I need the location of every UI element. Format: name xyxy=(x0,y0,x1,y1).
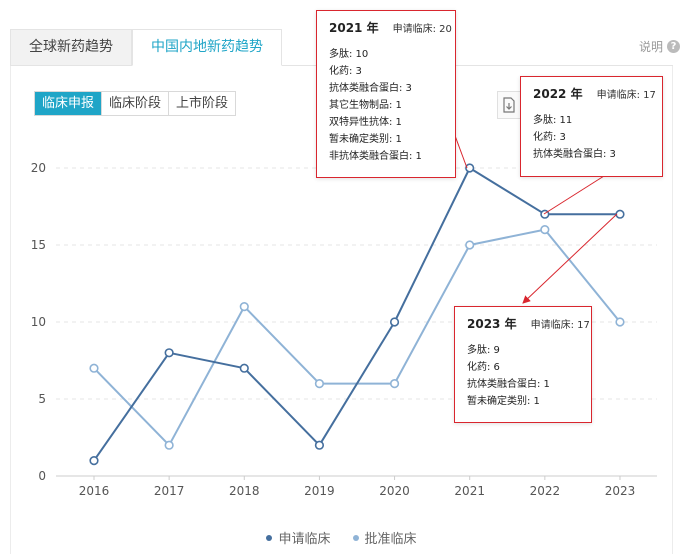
data-point-series-1 xyxy=(314,440,325,450)
annotation-row: 暂未确定类别: 1 xyxy=(329,134,402,145)
data-point-series-1 xyxy=(239,363,249,373)
data-point-series-2 xyxy=(389,379,400,389)
data-point-series-1 xyxy=(389,317,400,327)
data-point-series-2 xyxy=(314,379,325,389)
question-icon: ? xyxy=(667,40,680,53)
annotation-row: 非抗体类融合蛋白: 1 xyxy=(329,151,422,162)
x-tick-label: 2019 xyxy=(304,484,335,498)
annotation-2022: 2022 年 申请临床: 17 多肽: 11 化药: 3 抗体类融合蛋白: 3 xyxy=(520,76,663,177)
y-tick-label: 20 xyxy=(31,161,46,175)
download-button[interactable] xyxy=(497,91,521,119)
legend-item-series-2[interactable]: 批准临床 xyxy=(352,528,417,547)
help-link[interactable]: 说明 ? xyxy=(639,38,680,55)
annotation-2021: 2021 年 申请临床: 20 多肽: 10 化药: 3 抗体类融合蛋白: 3 … xyxy=(316,10,456,178)
annotation-row: 抗体类融合蛋白: 3 xyxy=(533,149,616,160)
series-line-1 xyxy=(93,167,620,462)
stage-clinical-application-button[interactable]: 临床申报 xyxy=(35,92,103,115)
stage-clinical-phase-button[interactable]: 临床阶段 xyxy=(102,92,170,115)
x-tick-label: 2017 xyxy=(154,484,185,498)
data-point-series-2 xyxy=(164,440,174,450)
document-download-icon xyxy=(503,97,515,113)
y-tick-label: 0 xyxy=(38,469,46,483)
annotation-row: 多肽: 9 xyxy=(467,345,500,356)
x-tick-label: 2020 xyxy=(379,484,410,498)
annotation-row: 其它生物制品: 1 xyxy=(329,100,402,111)
annotation-year: 2021 年 xyxy=(329,21,379,35)
annotation-row: 双特异性抗体: 1 xyxy=(329,117,402,128)
annotation-summary: 申请临床: 17 xyxy=(596,90,656,101)
x-tick-label: 2016 xyxy=(79,484,110,498)
annotation-row: 多肽: 10 xyxy=(329,49,369,60)
y-tick-label: 10 xyxy=(31,315,46,329)
legend-label: 批准临床 xyxy=(364,532,417,547)
chart-legend: 申请临床 批准临床 xyxy=(0,528,683,547)
stage-segmented-control: 临床申报 临床阶段 上市阶段 xyxy=(34,91,237,116)
stage-market-button[interactable]: 上市阶段 xyxy=(169,92,236,115)
annotation-year: 2022 年 xyxy=(533,87,583,101)
annotation-row: 化药: 3 xyxy=(533,132,566,143)
annotation-2023: 2023 年 申请临床: 17 多肽: 9 化药: 6 抗体类融合蛋白: 1 暂… xyxy=(454,306,592,423)
y-tick-label: 5 xyxy=(38,392,46,406)
x-tick-label: 2021 xyxy=(454,484,485,498)
chart-panel xyxy=(10,66,673,554)
y-tick-label: 15 xyxy=(31,238,46,252)
tab-china-trend[interactable]: 中国内地新药趋势 xyxy=(132,29,282,66)
data-point-series-2 xyxy=(465,240,475,250)
data-point-series-2 xyxy=(89,363,99,373)
annotation-row: 化药: 6 xyxy=(467,362,500,373)
data-point-series-2 xyxy=(239,302,249,312)
annotation-summary: 申请临床: 17 xyxy=(530,320,590,331)
legend-marker-icon xyxy=(266,534,273,541)
data-point-series-2 xyxy=(615,317,625,327)
data-point-series-1 xyxy=(615,209,625,219)
x-tick-label: 2018 xyxy=(229,484,260,498)
data-point-series-1 xyxy=(465,163,475,173)
annotation-row: 抗体类融合蛋白: 1 xyxy=(467,379,550,390)
help-label: 说明 xyxy=(638,40,663,54)
tab-global-trend[interactable]: 全球新药趋势 xyxy=(10,29,132,66)
x-tick-label: 2022 xyxy=(530,484,561,498)
annotation-row: 抗体类融合蛋白: 3 xyxy=(329,83,412,94)
legend-marker-icon xyxy=(352,534,359,541)
x-tick-label: 2023 xyxy=(605,484,636,498)
legend-item-series-1[interactable]: 申请临床 xyxy=(266,528,331,547)
data-point-series-2 xyxy=(540,225,550,235)
annotation-summary: 申请临床: 20 xyxy=(392,24,452,35)
annotation-row: 多肽: 11 xyxy=(533,115,573,126)
annotation-row: 化药: 3 xyxy=(329,66,362,77)
data-point-series-1 xyxy=(164,348,174,358)
annotation-row: 暂未确定类别: 1 xyxy=(467,396,540,407)
data-point-series-1 xyxy=(89,456,99,466)
tab-bar: 全球新药趋势 中国内地新药趋势 xyxy=(0,0,683,66)
annotation-arrow-2023 xyxy=(522,213,618,304)
legend-label: 申请临床 xyxy=(278,532,331,547)
annotation-year: 2023 年 xyxy=(467,317,517,331)
